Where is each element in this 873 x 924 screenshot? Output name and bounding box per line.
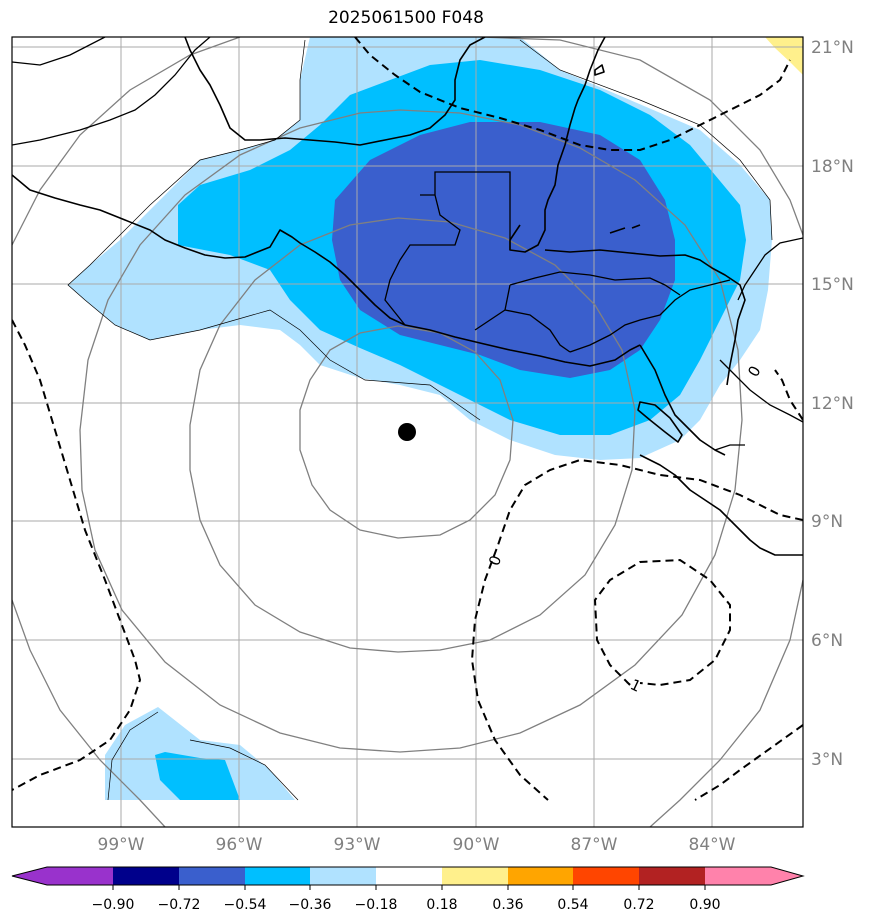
colorbar-segment <box>245 867 310 885</box>
east-coast-2 <box>737 237 803 301</box>
lon-label: 90°W <box>453 835 500 855</box>
costa-rica-coast <box>639 454 803 556</box>
nicaragua-pacific-coast <box>639 344 726 456</box>
colorbar-tick-label: 0.36 <box>492 897 523 913</box>
shaded-field <box>68 37 803 800</box>
gulf-coast <box>184 37 486 146</box>
light-blue-region-south <box>105 707 295 800</box>
colorbar-tick-label: −0.36 <box>289 897 332 913</box>
colorbar-tick-label: −0.90 <box>92 897 135 913</box>
colorbar-tick-label: −0.54 <box>224 897 267 913</box>
colorbar-tick-label: 0.72 <box>623 897 654 913</box>
royal-blue-region-north <box>332 122 675 378</box>
yellow-region-northeast <box>765 37 803 75</box>
lat-label: 21°N <box>811 38 854 58</box>
colorbar-segment <box>573 867 639 885</box>
range-rings <box>12 37 803 827</box>
guatemala-border <box>384 171 511 326</box>
coastlines <box>12 37 803 556</box>
map-frame <box>11 36 804 828</box>
colorbar-segment <box>12 867 47 885</box>
colorbar-segment <box>376 867 442 885</box>
storm-center-marker <box>398 423 416 441</box>
lat-label: 3°N <box>811 750 843 770</box>
lake-nicaragua <box>637 401 683 443</box>
east-line <box>719 359 803 423</box>
colorbar-segment <box>508 867 573 885</box>
lat-label: 12°N <box>811 394 854 414</box>
colorbar-segment <box>442 867 508 885</box>
colorbar-segment <box>705 867 771 885</box>
lon-label: 84°W <box>689 835 736 855</box>
colorbar-tick-label: 0.18 <box>426 897 457 913</box>
map-title: 2025061500 F048 <box>328 8 484 28</box>
contour-label-0-east: 0 <box>744 363 764 380</box>
colorbar: −0.90 −0.72 −0.54 −0.36 −0.18 0.18 0.36 … <box>11 866 805 913</box>
colorbar-segment <box>113 867 179 885</box>
colorbar-segment <box>310 867 376 885</box>
lon-label: 93°W <box>334 835 381 855</box>
contour-minus-one <box>593 558 731 687</box>
yucatan-coast <box>509 37 606 253</box>
lat-label: 15°N <box>811 275 854 295</box>
lon-label: 96°W <box>216 835 263 855</box>
colorbar-segment <box>771 867 803 885</box>
mexico-us-line <box>12 37 106 66</box>
bay-islands <box>609 224 641 234</box>
honduras-border <box>474 271 681 331</box>
colorbar-tick-label: 0.54 <box>557 897 588 913</box>
lon-label: 99°W <box>98 835 145 855</box>
colorbar-tick-label: 0.90 <box>689 897 720 913</box>
lon-label: 87°W <box>571 835 618 855</box>
nicaragua-border <box>569 279 731 353</box>
dashed-contours <box>12 37 803 801</box>
colorbar-tick-label: −0.72 <box>158 897 201 913</box>
lat-label: 9°N <box>811 512 843 532</box>
mexico-north-line <box>12 37 211 146</box>
sky-blue-region-south <box>155 752 240 800</box>
colorbar-segment <box>47 867 113 885</box>
lat-label: 6°N <box>811 631 843 651</box>
yucatan-island <box>594 64 605 76</box>
country-borders <box>12 37 803 451</box>
pacific-central-coast <box>404 324 641 367</box>
contour-label-minus-one: -1 <box>623 673 644 696</box>
colorbar-tick-label: −0.18 <box>355 897 398 913</box>
costa-rica-border <box>714 444 745 451</box>
lat-label: 18°N <box>811 157 854 177</box>
mexico-coast <box>12 174 406 326</box>
colorbar-segment <box>639 867 705 885</box>
el-salvador-border <box>504 309 571 353</box>
caribbean-honduras-coast <box>544 249 746 386</box>
colorbar-segment <box>179 867 245 885</box>
